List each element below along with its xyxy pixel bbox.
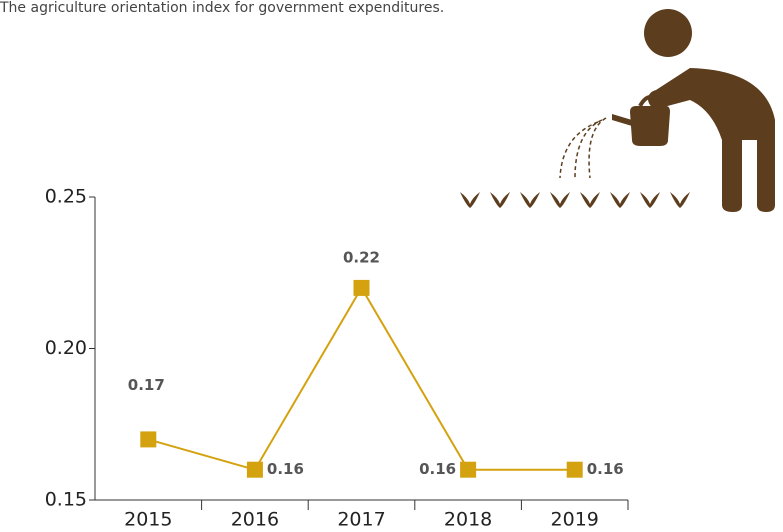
y-tick-label: 0.20 <box>45 337 87 359</box>
farmer-icon <box>460 9 775 212</box>
data-label: 0.22 <box>343 248 380 266</box>
data-point <box>140 431 157 448</box>
data-label: 0.17 <box>128 376 165 394</box>
y-tick-label: 0.15 <box>45 489 87 511</box>
data-label: 0.16 <box>419 460 456 478</box>
data-label: 0.16 <box>587 460 624 478</box>
x-tick-label: 2015 <box>124 509 172 531</box>
data-label: 0.16 <box>267 460 304 478</box>
x-tick-label: 2016 <box>231 509 279 531</box>
x-tick-label: 2018 <box>444 509 492 531</box>
plants <box>460 192 690 208</box>
data-point <box>353 279 370 296</box>
series-line <box>148 285 575 471</box>
chart-title: The agriculture orientation index for go… <box>0 0 444 16</box>
x-tick-label: 2019 <box>551 509 599 531</box>
data-point <box>246 461 263 478</box>
data-point <box>566 461 583 478</box>
y-tick-label: 0.25 <box>45 186 87 208</box>
x-tick-label: 2017 <box>337 509 385 531</box>
data-point <box>460 461 477 478</box>
